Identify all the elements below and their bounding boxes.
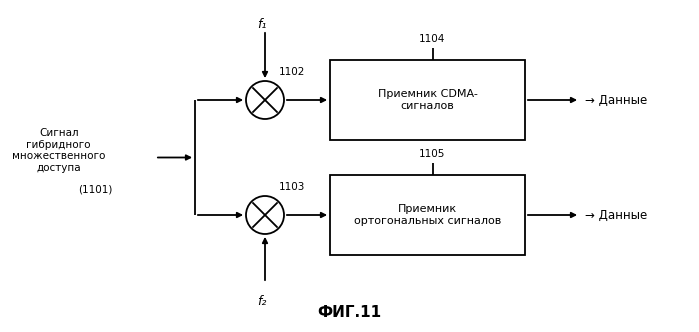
Text: → Данные: → Данные — [585, 94, 647, 107]
Text: Приемник
ортогональных сигналов: Приемник ортогональных сигналов — [354, 204, 501, 226]
Text: → Данные: → Данные — [585, 208, 647, 221]
Text: Приемник CDMA-
сигналов: Приемник CDMA- сигналов — [377, 89, 477, 111]
Text: 1105: 1105 — [419, 149, 446, 159]
FancyBboxPatch shape — [330, 60, 525, 140]
Text: f₁: f₁ — [257, 18, 267, 31]
Text: f₂: f₂ — [257, 295, 267, 308]
Text: Сигнал
гибридного
множественного
доступа: Сигнал гибридного множественного доступа — [12, 128, 106, 173]
Text: ФИГ.11: ФИГ.11 — [317, 305, 382, 320]
Text: 1103: 1103 — [279, 182, 305, 192]
FancyBboxPatch shape — [330, 175, 525, 255]
Text: 1104: 1104 — [419, 34, 446, 44]
Text: (1101): (1101) — [78, 185, 112, 195]
Text: 1102: 1102 — [279, 67, 305, 77]
